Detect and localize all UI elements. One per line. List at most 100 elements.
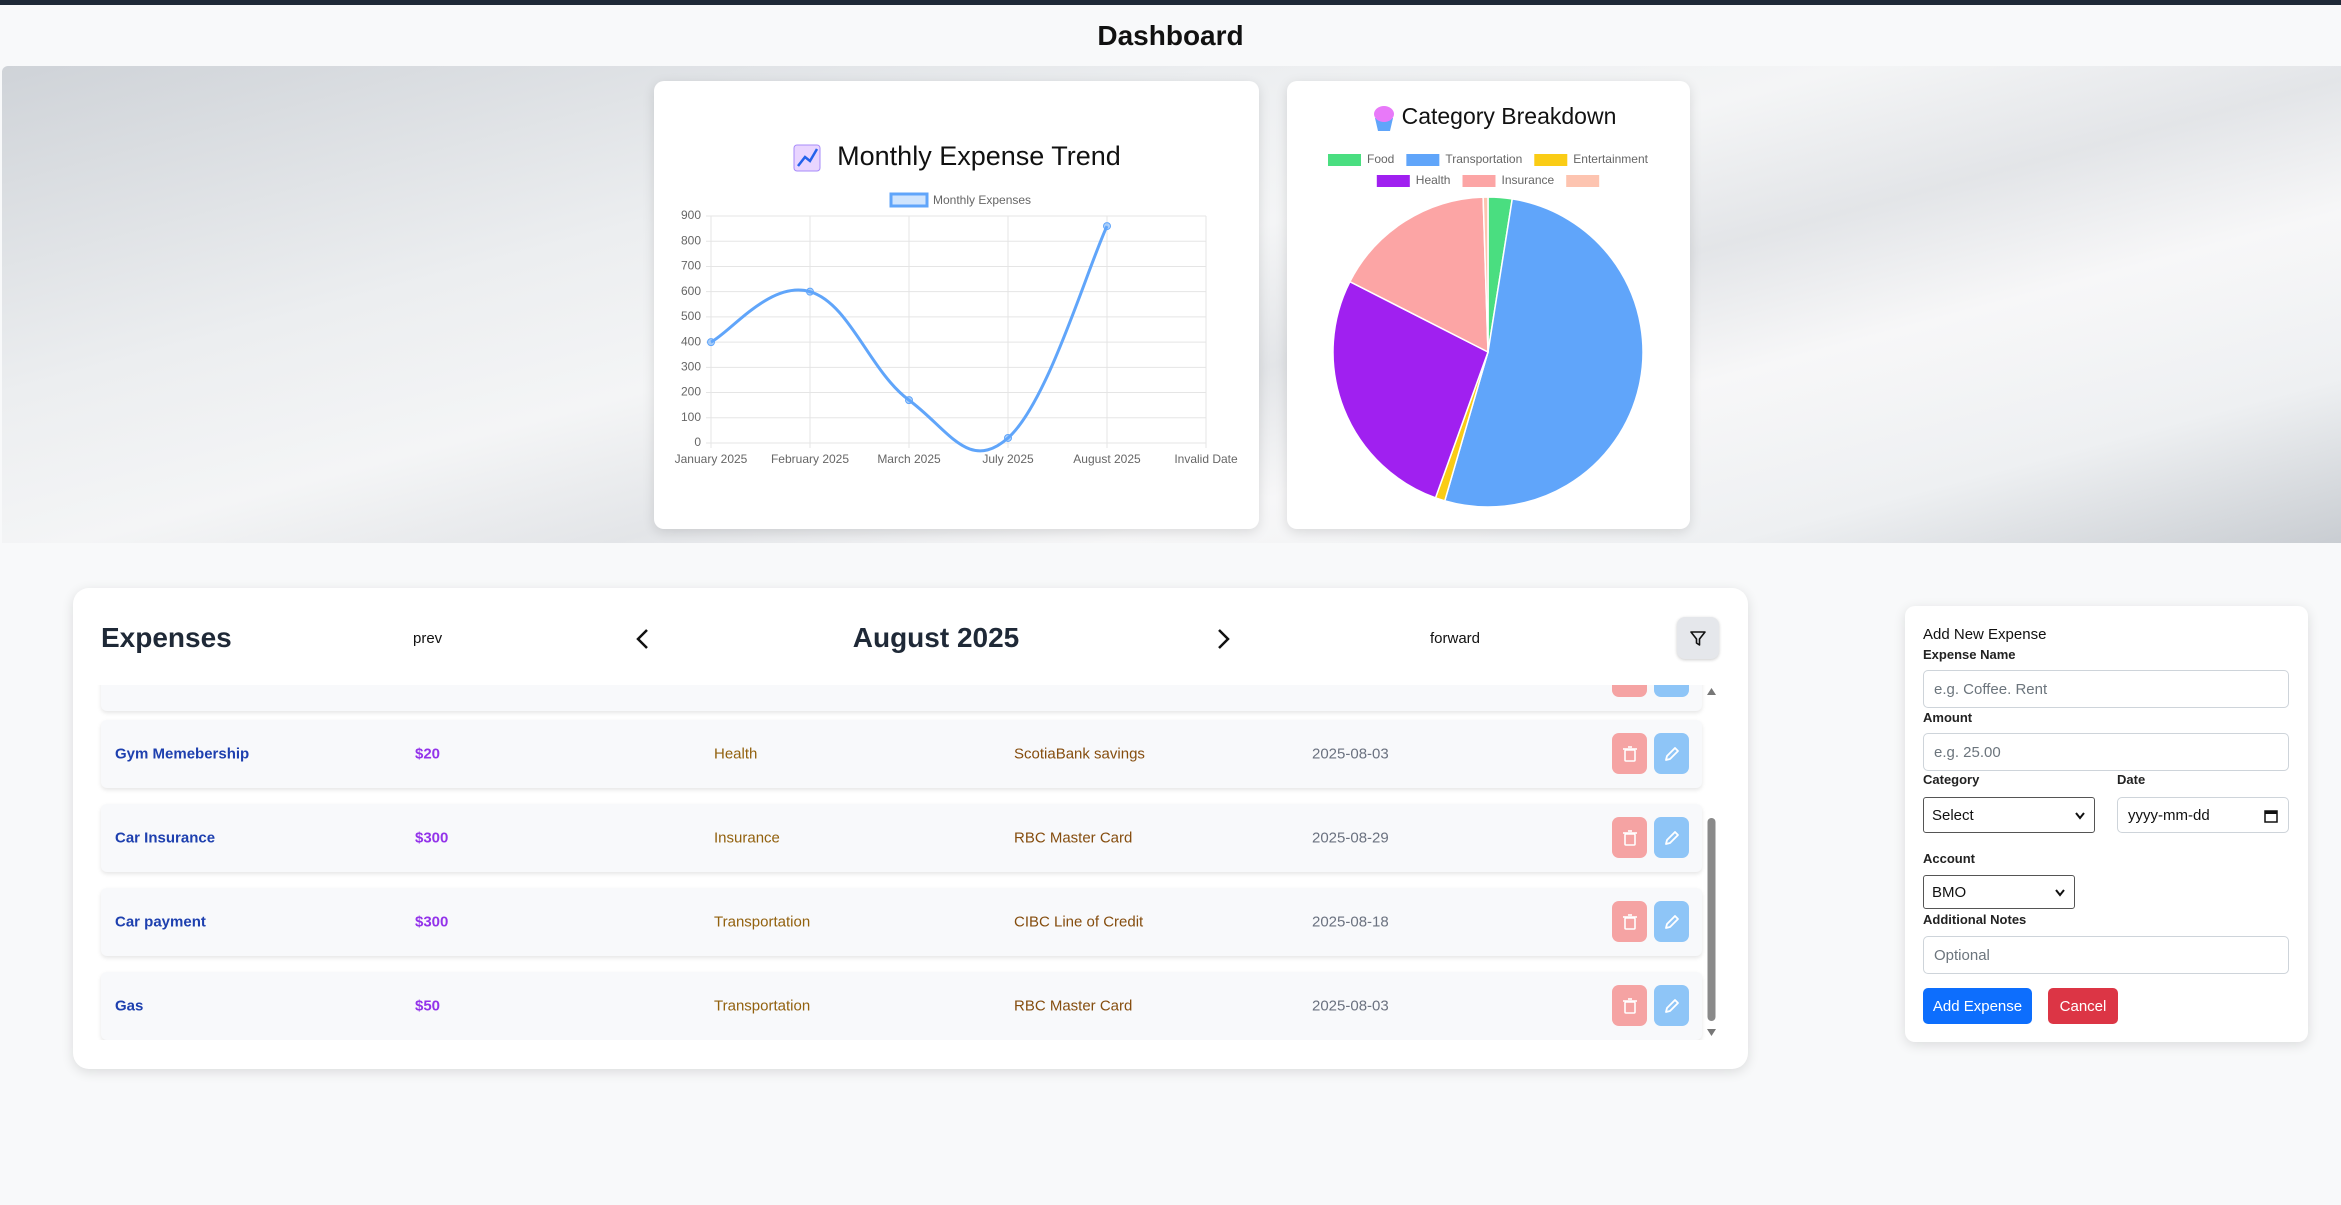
expense-amount: $300 (415, 829, 449, 847)
legend-swatch (1327, 154, 1361, 166)
edit-button[interactable] (1654, 685, 1689, 697)
field-label: Account (1923, 851, 1975, 866)
legend-swatch (1462, 175, 1496, 187)
forward-label[interactable]: forward (1430, 630, 1481, 647)
edit-icon (1664, 998, 1679, 1013)
trash-icon (1622, 745, 1637, 762)
expenses-card: Expenses prev August 2025 forward Gym Me… (73, 588, 1748, 1069)
dropdown-arrow (2055, 889, 2065, 897)
expense-account: RBC Master Card (1014, 997, 1133, 1015)
page-title: Dashboard (1097, 19, 1244, 51)
date-input[interactable]: yyyy-mm-dd (2117, 797, 2289, 833)
delete-button[interactable] (1612, 817, 1647, 858)
prev-arrow[interactable] (633, 626, 653, 652)
expense-date: 2025-08-03 (1312, 745, 1389, 763)
edit-button[interactable] (1654, 817, 1689, 858)
field-label: Expense Name (1923, 647, 2016, 662)
delete-button[interactable] (1612, 685, 1647, 697)
expense-amount: $20 (415, 745, 441, 763)
expense-row: Car Insurance $300 Insurance RBC Master Car… (101, 804, 1702, 872)
line-chart: Monthly Expense Trend 0 100 200 300 400 500 60… (675, 141, 1238, 466)
y-tick-label: 500 (681, 309, 701, 323)
category-select[interactable]: Select (1923, 797, 2095, 833)
expense-list: Gym Memebership $20 Health ScotiaBank savin… (73, 685, 1713, 1040)
edit-icon (1664, 746, 1679, 761)
cancel-button[interactable]: Cancel (2048, 988, 2118, 1024)
y-tick-label: 200 (681, 385, 701, 399)
legend-item: Transportation (1406, 152, 1522, 166)
pie-chart: Category Breakdown Food Transportation Ent… (1327, 103, 1649, 508)
data-point (905, 396, 913, 405)
next-arrow[interactable] (1213, 626, 1233, 652)
notes-input[interactable]: Optional (1923, 936, 2289, 974)
legend-swatch (1376, 175, 1410, 187)
y-tick-label: 0 (694, 435, 701, 449)
edit-icon (1664, 830, 1679, 845)
expense-row: Car payment $300 Transportation CIBC Line o… (101, 888, 1702, 956)
legend-label: Health (1416, 173, 1451, 187)
chart-title: Monthly Expense Trend (837, 141, 1121, 171)
expense-category: Transportation (714, 997, 811, 1015)
legend-swatch (1566, 175, 1600, 187)
scrollbar-track (1707, 688, 1716, 1036)
expense-name: Car Insurance (115, 829, 216, 847)
line-chart-card: Monthly Expense Trend 0 100 200 300 400 500 60… (654, 81, 1259, 529)
calendar-icon (2264, 810, 2278, 823)
legend-item (1566, 175, 1600, 187)
y-tick-label: 900 (681, 208, 701, 222)
filter-icon (1690, 631, 1706, 646)
y-tick-label: 700 (681, 259, 701, 273)
expenses-title: Expenses (101, 622, 232, 653)
edit-icon (1664, 914, 1679, 929)
chart-icon (1374, 106, 1394, 131)
x-tick-label: August 2025 (1073, 452, 1141, 466)
expense-date: 2025-08-18 (1312, 913, 1389, 931)
amount-input[interactable]: e.g. 25.00 (1923, 733, 2289, 771)
scrollbar[interactable] (1706, 685, 1717, 1039)
delete-button[interactable] (1612, 733, 1647, 774)
field-label: Additional Notes (1923, 912, 2027, 927)
y-tick-label: 400 (681, 334, 701, 348)
field-label: Amount (1923, 710, 1973, 725)
pie-chart-card: Category Breakdown Food Transportation Ent… (1287, 81, 1690, 529)
expense-name: Gym Memebership (115, 745, 250, 763)
edit-button[interactable] (1654, 901, 1689, 942)
y-tick-label: 300 (681, 360, 701, 374)
delete-button[interactable] (1612, 901, 1647, 942)
legend-swatch (1534, 154, 1568, 166)
edit-button[interactable] (1654, 985, 1689, 1026)
pie-slice (1482, 196, 1489, 353)
chart-title: Category Breakdown (1402, 103, 1617, 129)
expense-category: Transportation (714, 913, 811, 931)
legend-label: Entertainment (1573, 152, 1648, 166)
name-input[interactable]: e.g. Coffee. Rent (1923, 670, 2289, 708)
expense-row: Gas $50 Transportation RBC Master Card 2025-… (101, 972, 1702, 1040)
pie-slice (1332, 280, 1489, 499)
legend-item: Food (1327, 152, 1394, 166)
partial-row (101, 685, 1702, 711)
legend-swatch (889, 192, 929, 208)
data-point (806, 287, 814, 296)
filter-button[interactable] (1677, 617, 1719, 659)
legend-item: Insurance (1462, 173, 1555, 187)
expense-date: 2025-08-29 (1312, 829, 1389, 847)
x-tick-label: February 2025 (771, 452, 849, 466)
pie-slice (1348, 196, 1489, 354)
y-tick-label: 600 (681, 284, 701, 298)
field-label: Date (2117, 772, 2146, 787)
add-button[interactable]: Add Expense (1923, 988, 2032, 1024)
account-select[interactable]: BMO (1923, 875, 2075, 909)
legend-label: Food (1367, 152, 1394, 166)
expense-category: Health (714, 745, 758, 763)
legend-swatch (1406, 154, 1440, 166)
trash-icon (1622, 829, 1637, 846)
expense-row: Gym Memebership $20 Health ScotiaBank savin… (101, 720, 1702, 788)
data-point (1103, 222, 1111, 231)
expense-name: Gas (115, 997, 144, 1015)
prev-label[interactable]: prev (413, 630, 443, 647)
edit-button[interactable] (1654, 733, 1689, 774)
delete-button[interactable] (1612, 985, 1647, 1026)
trash-icon (1622, 913, 1637, 930)
y-tick-label: 100 (681, 410, 701, 424)
